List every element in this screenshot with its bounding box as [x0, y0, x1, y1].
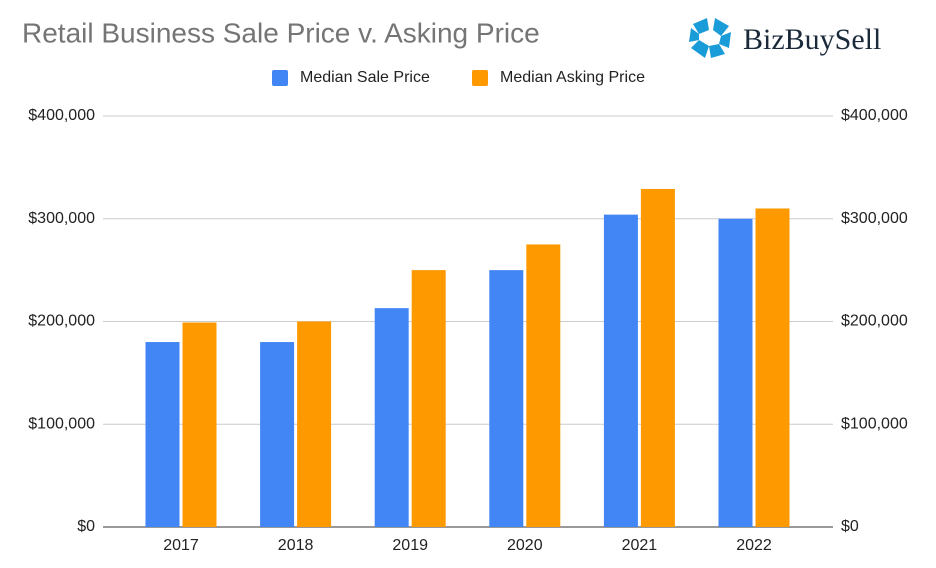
- y-tick-label: $300,000: [28, 210, 95, 227]
- bar: [297, 321, 332, 527]
- bar: [489, 270, 524, 527]
- bar: [182, 322, 217, 527]
- x-tick-label: 2022: [736, 537, 772, 554]
- y2-tick-label: $100,000: [841, 415, 908, 432]
- bar: [260, 342, 295, 527]
- bar: [145, 342, 180, 527]
- y-tick-label: $400,000: [28, 107, 95, 124]
- x-tick-label: 2019: [392, 537, 428, 554]
- y2-tick-label: $300,000: [841, 210, 908, 227]
- x-tick-label: 2017: [163, 537, 199, 554]
- y2-tick-label: $0: [841, 518, 859, 535]
- brand-logo-icon: [689, 18, 731, 58]
- chart-title: Retail Business Sale Price v. Asking Pri…: [22, 17, 540, 48]
- legend-label: Median Sale Price: [300, 69, 430, 86]
- bar: [640, 188, 675, 527]
- x-tick-label: 2018: [278, 537, 314, 554]
- bar: [411, 270, 446, 527]
- x-tick-label: 2021: [622, 537, 658, 554]
- bar: [718, 218, 753, 527]
- legend-swatch: [472, 70, 488, 86]
- bar: [603, 214, 638, 527]
- bar: [755, 208, 790, 527]
- x-tick-label: 2020: [507, 537, 543, 554]
- legend-label: Median Asking Price: [500, 69, 645, 86]
- legend-swatch: [272, 70, 288, 86]
- brand-name: BizBuySell: [743, 23, 881, 56]
- y-tick-label: $200,000: [28, 313, 95, 330]
- y2-tick-label: $400,000: [841, 107, 908, 124]
- y2-tick-label: $200,000: [841, 313, 908, 330]
- y-tick-label: $100,000: [28, 415, 95, 432]
- bar: [526, 244, 561, 527]
- y-tick-label: $0: [77, 518, 95, 535]
- bar: [374, 308, 409, 527]
